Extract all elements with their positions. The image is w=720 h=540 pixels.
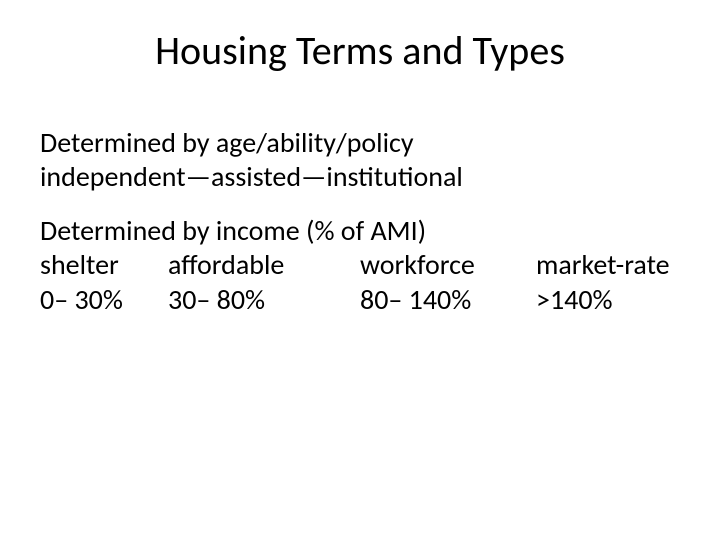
section1-line2: independent—assisted—institutional (40, 160, 680, 194)
slide-body: Determined by age/ability/policy indepen… (40, 126, 680, 317)
income-col-label: market-rate (536, 248, 680, 282)
slide: Housing Terms and Types Determined by ag… (0, 0, 720, 540)
section-age-ability: Determined by age/ability/policy indepen… (40, 126, 680, 194)
income-col-label: affordable (168, 248, 360, 282)
income-col-range: 30– 80% (168, 283, 360, 317)
income-col-label: workforce (360, 248, 536, 282)
income-col-range: 0– 30% (40, 283, 168, 317)
slide-title: Housing Terms and Types (0, 26, 720, 75)
income-table: shelter affordable workforce market-rate… (40, 248, 680, 316)
income-col-range: >140% (536, 283, 680, 317)
section1-line1: Determined by age/ability/policy (40, 126, 680, 160)
income-col-range: 80– 140% (360, 283, 536, 317)
section-income: Determined by income (% of AMI) shelter … (40, 214, 680, 316)
section2-heading: Determined by income (% of AMI) (40, 214, 680, 248)
income-col-label: shelter (40, 248, 168, 282)
